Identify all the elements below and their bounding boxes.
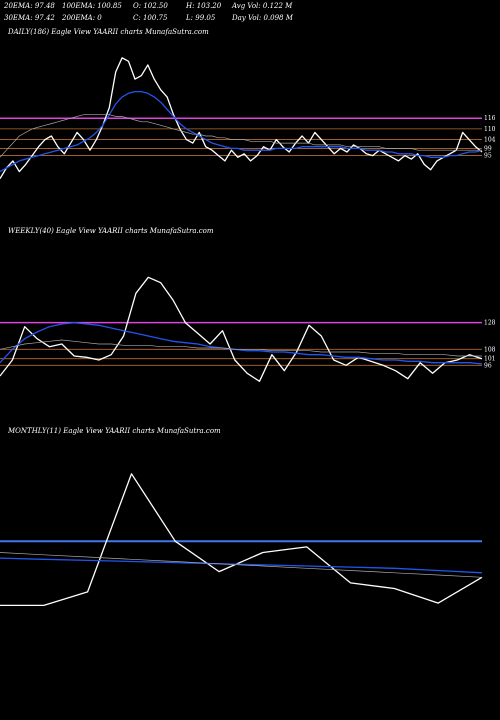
daily-panel-label: DAILY(186) Eagle View YAARII charts Muna… xyxy=(8,28,209,36)
weekly-panel-label: WEEKLY(40) Eagle View YAARII charts Muna… xyxy=(8,227,214,235)
close-label: C: 100.75 xyxy=(133,14,168,22)
monthly-panel-label: MONTHLY(11) Eagle View YAARII charts Mun… xyxy=(8,427,221,435)
weekly-tick-label-1: 108 xyxy=(484,346,496,353)
low-label: L: 99.05 xyxy=(186,14,216,22)
daily-tick-label-0: 116 xyxy=(484,115,496,122)
daily-ema-series xyxy=(0,90,483,173)
ema100-label: 100EMA: 100.85 xyxy=(62,2,122,10)
daily-tick-label-4: 95 xyxy=(484,153,492,160)
day-vol-label: Day Vol: 0.098 M xyxy=(232,14,293,22)
ema20-label: 20EMA: 97.48 xyxy=(4,2,55,10)
weekly-tick-label-3: 96 xyxy=(484,362,492,369)
avg-vol-label: Avg Vol: 0.122 M xyxy=(232,2,293,10)
weekly-tick-label-0: 128 xyxy=(484,320,496,327)
daily-tick-label-1: 110 xyxy=(484,126,496,133)
open-label: O: 102.50 xyxy=(133,2,168,10)
monthly-chart xyxy=(0,473,483,607)
ema30-label: 30EMA: 97.42 xyxy=(4,14,55,22)
daily-tick-label-2: 104 xyxy=(484,137,496,144)
ema200-label: 200EMA: 0 xyxy=(62,14,102,22)
monthly-ema-series xyxy=(0,557,483,574)
monthly-avg-series xyxy=(0,552,483,578)
high-label: H: 103.20 xyxy=(186,2,222,10)
daily-avg-series xyxy=(0,114,482,158)
daily-tick-label-3: 99 xyxy=(484,145,492,152)
weekly-price-series xyxy=(0,276,483,382)
weekly-ema-series xyxy=(0,322,483,365)
weekly-avg-series xyxy=(0,339,482,357)
weekly-tick-label-2: 101 xyxy=(484,356,495,363)
daily-price-series xyxy=(0,57,483,180)
monthly-price-series xyxy=(0,473,483,607)
